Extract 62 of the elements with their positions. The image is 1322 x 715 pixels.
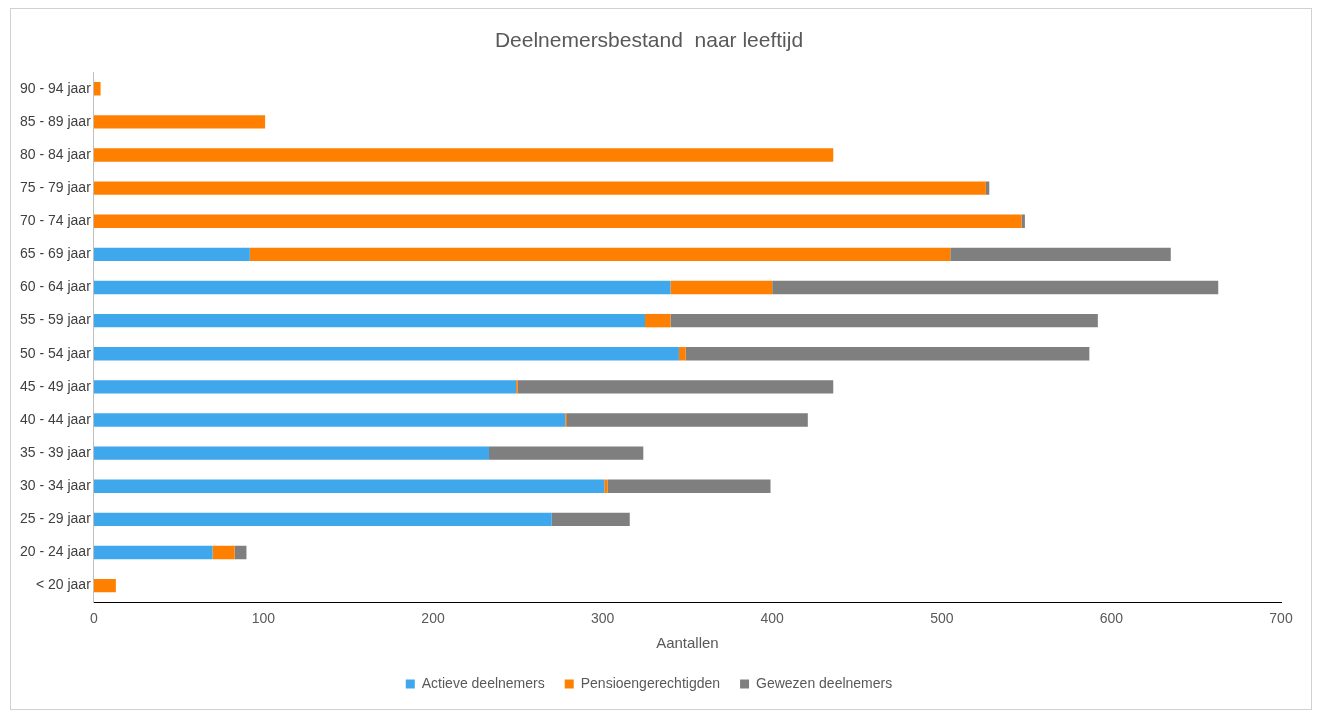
bar <box>93 247 250 262</box>
x-tick-label: 700 <box>1269 610 1293 627</box>
bar <box>645 313 671 328</box>
bar <box>249 247 951 262</box>
bar <box>607 479 771 493</box>
bar <box>93 512 552 527</box>
bar <box>234 545 247 560</box>
bar <box>567 413 808 427</box>
bar <box>670 280 773 295</box>
bar <box>93 214 1022 228</box>
y-tick-label: 20 - 24 jaar <box>19 543 92 560</box>
bar <box>93 446 489 460</box>
y-tick-label: 80 - 84 jaar <box>19 145 92 162</box>
y-tick-label: 90 - 94 jaar <box>19 79 92 96</box>
bar <box>212 545 235 560</box>
x-tick-label: 300 <box>590 610 615 627</box>
x-tick-label: 500 <box>930 610 954 627</box>
bar <box>517 380 834 394</box>
bar <box>985 181 990 195</box>
y-tick-label: 75 - 79 jaar <box>19 179 92 195</box>
bar <box>93 181 986 195</box>
legend-label: Pensioengerechtigden <box>580 674 721 691</box>
bar <box>772 280 1219 295</box>
bar <box>93 380 517 394</box>
y-tick-label: 70 - 74 jaar <box>19 212 92 229</box>
y-tick-label: 35 - 39 jaar <box>19 444 92 460</box>
y-tick-label: 65 - 69 jaar <box>19 245 92 262</box>
x-tick-label: 0 <box>89 610 98 627</box>
y-tick-label: 50 - 54 jaar <box>19 344 92 361</box>
x-tick-label: 200 <box>421 610 445 627</box>
bar <box>93 280 671 295</box>
bar <box>93 313 646 328</box>
y-tick-label: 60 - 64 jaar <box>19 278 92 295</box>
x-tick-label: 100 <box>251 610 276 627</box>
bar <box>685 347 1090 361</box>
y-tick-label: 30 - 34 jaar <box>19 477 92 494</box>
y-tick-label: < 20 jaar <box>35 576 92 593</box>
y-tick-label: 45 - 49 jaar <box>19 377 92 394</box>
legend-label: Actieve deelnemers <box>421 674 545 691</box>
y-tick-label: 85 - 89 jaar <box>19 112 92 129</box>
bar <box>93 82 101 96</box>
bar <box>551 512 630 527</box>
bar <box>93 347 679 361</box>
bar <box>604 479 608 493</box>
y-tick-label: 40 - 44 jaar <box>19 410 92 427</box>
bar <box>678 347 686 361</box>
bar <box>93 545 213 560</box>
legend-label: Gewezen deelnemers <box>756 674 893 691</box>
y-tick-label: 25 - 29 jaar <box>19 510 92 527</box>
bar <box>93 413 566 427</box>
bar <box>670 313 1098 328</box>
bar <box>488 446 644 460</box>
bar <box>93 148 834 162</box>
bar <box>93 578 116 593</box>
y-tick-label: 55 - 59 jaar <box>19 311 92 328</box>
bar <box>950 247 1171 262</box>
chart-title: Deelnemersbestand naar leeftijd <box>494 28 804 52</box>
x-tick-label: 400 <box>760 610 785 627</box>
x-tick-label: 600 <box>1099 610 1124 627</box>
bar <box>93 479 605 493</box>
x-axis-title: Aantallen <box>656 634 719 652</box>
bar <box>93 115 266 129</box>
